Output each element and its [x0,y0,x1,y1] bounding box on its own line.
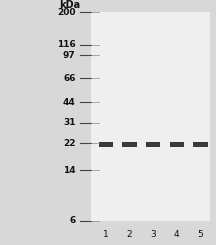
Text: 200: 200 [57,8,76,17]
Text: 4: 4 [174,230,180,239]
Text: 44: 44 [63,98,76,107]
Bar [91,12,210,220]
Text: 31: 31 [63,119,76,127]
Text: kDa: kDa [59,0,80,10]
Bar [146,142,160,147]
Text: 66: 66 [63,74,76,83]
Bar [193,142,208,147]
Text: 116: 116 [57,40,76,49]
Text: 14: 14 [63,166,76,175]
Text: 2: 2 [127,230,132,239]
Text: 1: 1 [103,230,109,239]
Bar [122,142,137,147]
Text: 5: 5 [198,230,203,239]
Text: 6: 6 [69,216,76,225]
Bar [98,142,113,147]
Text: 3: 3 [150,230,156,239]
Text: 97: 97 [63,51,76,60]
Bar [170,142,184,147]
Text: 22: 22 [63,139,76,148]
